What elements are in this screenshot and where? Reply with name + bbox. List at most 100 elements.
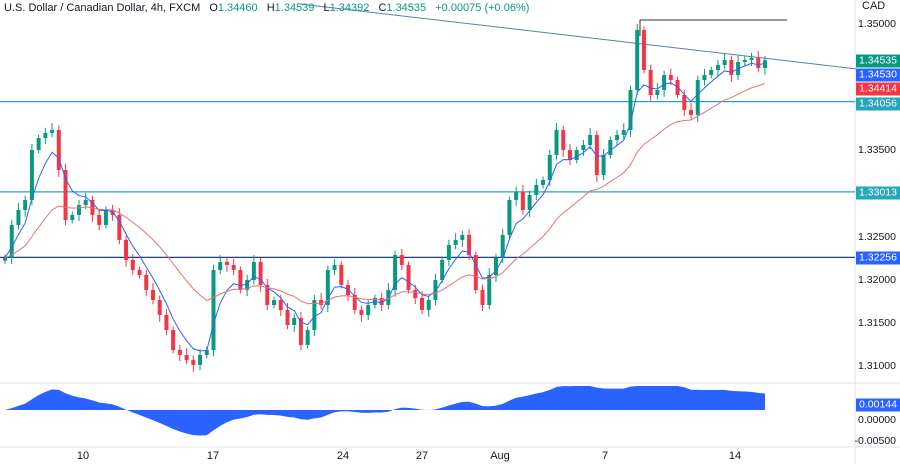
candle-body	[756, 57, 761, 69]
candle-body	[184, 355, 189, 360]
candle-body	[393, 255, 398, 290]
y-tick: 1.31000	[858, 360, 896, 372]
ema-fast-line	[4, 62, 766, 352]
x-tick: 10	[76, 450, 90, 462]
candle-body	[352, 294, 357, 310]
open-value: 1.34460	[217, 2, 258, 14]
candle-body	[567, 150, 572, 160]
candle-body	[50, 130, 55, 133]
candle-body	[594, 134, 599, 176]
candle-body	[56, 130, 61, 170]
candle-body	[312, 300, 317, 331]
candle-body	[547, 155, 552, 181]
level-badge: 1.34056	[856, 97, 900, 111]
candle-body	[715, 64, 720, 70]
candle-body	[124, 239, 129, 260]
symbol-title: U.S. Dollar / Canadian Dollar, 4h, FXCM	[4, 2, 201, 14]
last-price-badge: 1.34535	[856, 54, 900, 68]
candle-body	[621, 130, 626, 135]
low-value: 1.34392	[329, 2, 370, 14]
candle-body	[608, 139, 613, 156]
candle-body	[561, 130, 566, 151]
candle-body	[171, 330, 176, 350]
x-tick: 27	[415, 450, 429, 462]
candle-body	[588, 134, 593, 145]
x-tick: 14	[728, 450, 742, 462]
level-badge: 1.32256	[856, 251, 900, 265]
candle-body	[164, 314, 169, 331]
candle-body	[655, 89, 660, 95]
candle-body	[520, 191, 525, 210]
candle-body	[191, 359, 196, 365]
candle-body	[453, 239, 458, 245]
candle-body	[265, 284, 270, 306]
candle-body	[662, 75, 667, 90]
candle-body	[339, 264, 344, 285]
candle-body	[9, 225, 14, 258]
candle-body	[130, 259, 135, 270]
candle-body	[16, 209, 21, 226]
candle-body	[406, 264, 411, 290]
candle-body	[117, 214, 122, 240]
candle-body	[150, 289, 155, 301]
y-tick: 1.35000	[858, 18, 896, 30]
candle-body	[198, 355, 203, 365]
candle-body	[628, 89, 633, 131]
open-label: O	[209, 2, 218, 14]
candle-body	[507, 200, 512, 235]
candle-body	[325, 269, 330, 306]
candle-body	[76, 205, 81, 215]
candle-body	[70, 214, 75, 220]
y-tick: 1.33500	[858, 144, 896, 156]
x-tick: 7	[601, 450, 609, 462]
candle-body	[702, 75, 707, 81]
candle-body	[379, 298, 384, 306]
candle-body	[742, 59, 747, 63]
low-label: L	[323, 2, 330, 14]
y-tick: 1.32500	[858, 231, 896, 243]
candle-body	[83, 200, 88, 206]
candle-body	[763, 60, 767, 69]
change-value: +0.00075 (+0.06%)	[435, 2, 530, 14]
candle-body	[399, 255, 404, 265]
candle-body	[581, 144, 586, 151]
ema-slow-badge: 1.34414	[856, 82, 900, 96]
candle-body	[211, 269, 216, 350]
candle-body	[689, 109, 694, 115]
x-tick: Aug	[490, 450, 510, 462]
candle-body	[43, 132, 48, 138]
candle-body	[144, 275, 149, 290]
candle-body	[615, 134, 620, 140]
currency-label: CAD	[862, 0, 886, 12]
candle-body	[709, 69, 714, 76]
close-value: 1.34535	[386, 2, 427, 14]
candle-body	[332, 264, 337, 270]
level-badge: 1.33013	[856, 186, 900, 200]
candle-body	[278, 300, 283, 310]
candle-body	[493, 257, 498, 276]
ema-fast-badge: 1.34530	[856, 68, 900, 82]
candle-body	[682, 94, 687, 110]
candle-body	[635, 30, 640, 90]
x-tick: 24	[336, 450, 350, 462]
high-label: H	[266, 2, 275, 14]
candle-body	[534, 184, 539, 195]
candle-body	[500, 234, 505, 258]
candle-body	[554, 130, 559, 156]
candle-body	[319, 300, 324, 306]
candle-body	[446, 244, 451, 260]
candle-body	[204, 349, 209, 356]
candle-body	[238, 269, 243, 290]
candle-body	[574, 150, 579, 160]
candle-body	[601, 155, 606, 176]
candle-body	[258, 262, 263, 285]
candle-body	[251, 262, 256, 281]
candle-body	[648, 69, 653, 95]
close-label: C	[378, 2, 387, 14]
ema-slow-line	[4, 82, 766, 305]
candle-body	[460, 234, 465, 240]
candle-body	[527, 194, 532, 210]
candle-body	[29, 150, 34, 201]
candle-body	[36, 137, 41, 151]
